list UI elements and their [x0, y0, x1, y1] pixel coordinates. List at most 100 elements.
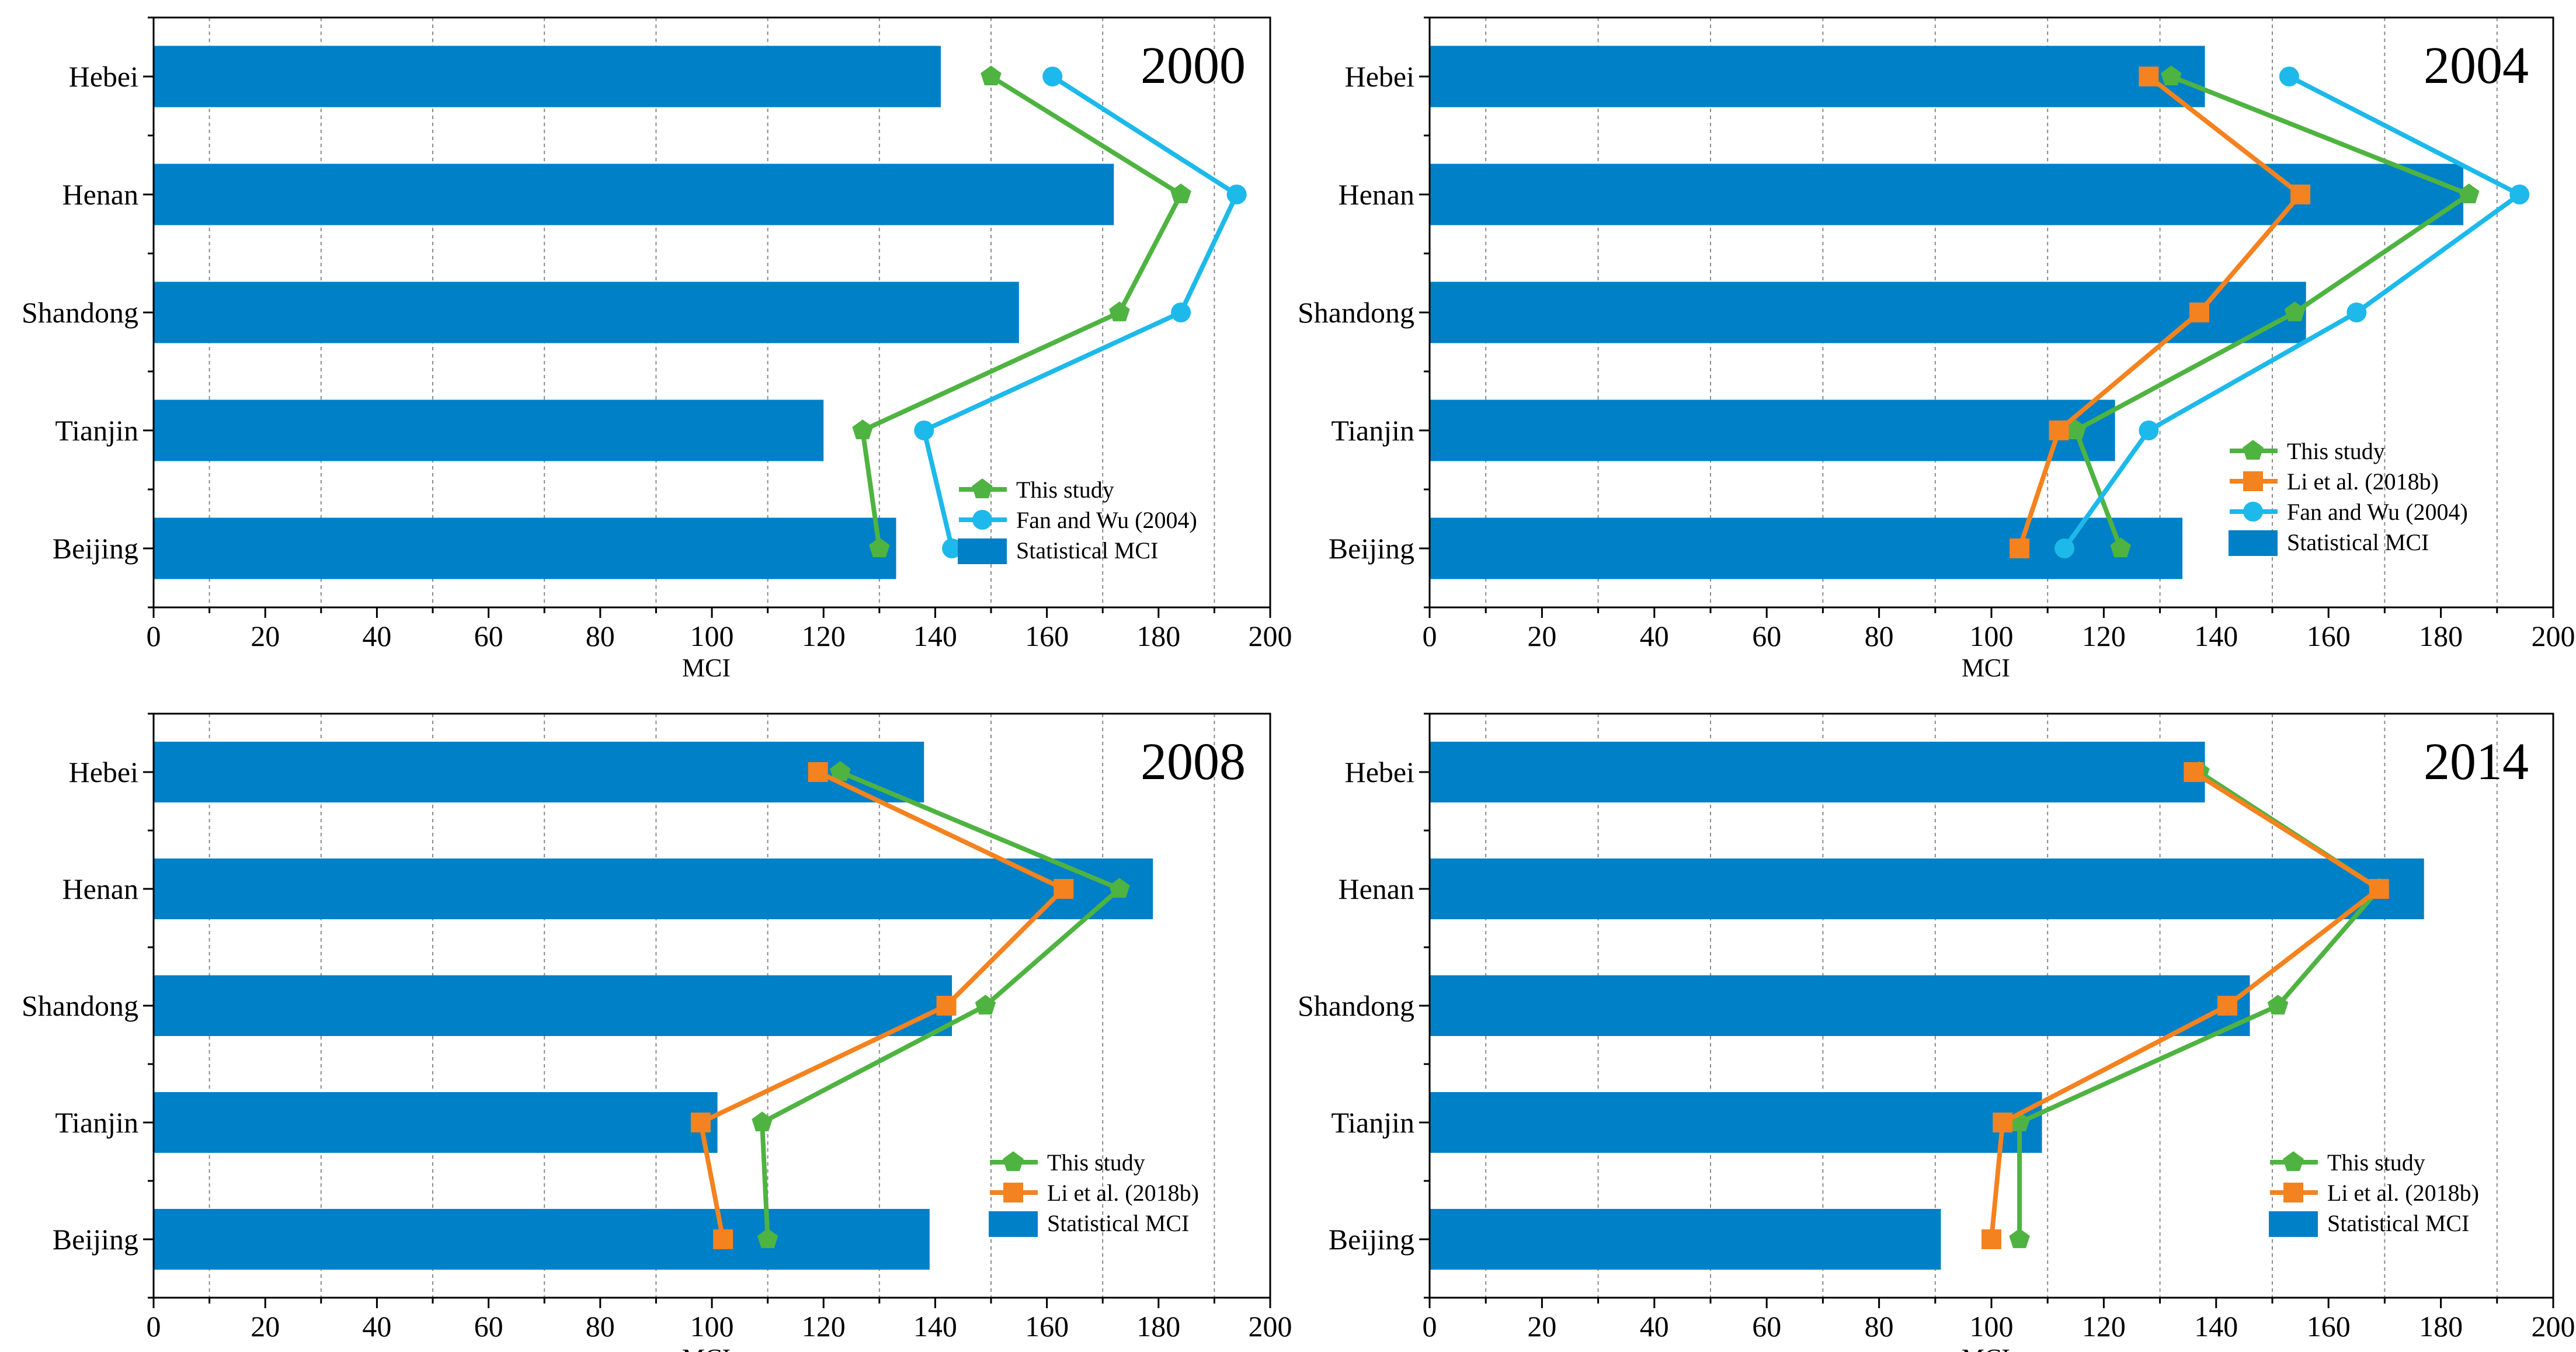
data-point-shandong [936, 996, 957, 1016]
x-tick-label: 100 [690, 620, 734, 652]
x-tick-label: 60 [474, 620, 503, 652]
bar-beijing [154, 517, 896, 579]
x-tick-label: 120 [802, 1310, 846, 1343]
legend-label: Statistical MCI [2287, 529, 2429, 555]
bar-beijing [154, 1209, 930, 1270]
legend-label: Li et al. (2018b) [2327, 1180, 2479, 1206]
data-point-hebei [830, 761, 851, 781]
data-point-beijing [757, 1228, 778, 1249]
line-series-li-et-al-2018b- [690, 762, 1074, 1249]
line-series-this-study [752, 761, 1130, 1249]
legend-label: Fan and Wu (2004) [1016, 507, 1197, 533]
data-point-henan [2458, 183, 2480, 204]
category-label: Shandong [22, 989, 138, 1022]
x-tick-label: 160 [1025, 620, 1069, 652]
category-label: Henan [62, 178, 139, 211]
legend-marker [2243, 440, 2264, 460]
bar-beijing [1430, 1209, 1941, 1270]
category-label: Tianjin [1331, 414, 1414, 447]
x-tick-label: 120 [2082, 1310, 2126, 1343]
bar-hebei [1430, 742, 2205, 802]
data-point-beijing [1981, 1229, 2001, 1249]
data-point-henan [1170, 183, 1191, 204]
data-point-hebei [2279, 67, 2299, 86]
x-tick-label: 80 [1865, 620, 1894, 652]
legend-marker [1003, 1151, 1024, 1172]
data-point-beijing [869, 537, 890, 558]
x-axis-title: MCI [682, 654, 731, 682]
bar-henan [154, 164, 1114, 225]
x-tick-label: 200 [2532, 620, 2575, 652]
x-axis-title: MCI [1962, 654, 2010, 682]
x-axis-title: MCI [682, 1344, 731, 1352]
chart-panel-2004: Hebei Henan Shandong Tianjin Beijing 0 20 40 60 8… [1298, 16, 2575, 682]
data-point-hebei [808, 762, 828, 782]
data-point-henan [1109, 878, 1130, 898]
x-tick-label: 140 [913, 1310, 957, 1343]
category-label: Henan [62, 873, 139, 905]
bar-tianjin [1430, 399, 2115, 461]
x-tick-label: 80 [1865, 1310, 1894, 1343]
panel-year-title: 2000 [1141, 37, 1246, 95]
x-tick-label: 200 [1249, 620, 1292, 652]
data-point-beijing [2009, 1228, 2030, 1249]
legend: This study Li et al. (2018b) Fan and Wu (2… [2229, 438, 2468, 556]
legend: This study Li et al. (2018b) Statistical M… [989, 1149, 1199, 1237]
x-tick-label: 160 [1025, 1310, 1069, 1343]
x-tick-label: 0 [147, 620, 161, 652]
category-label: Tianjin [55, 414, 138, 447]
data-point-tianjin [1993, 1113, 2013, 1132]
category-label: Hebei [69, 756, 138, 788]
bar-series-statistical-mci [1430, 742, 2424, 1270]
data-point-tianjin [2139, 420, 2159, 440]
bar-tianjin [1430, 1092, 2042, 1153]
category-label: Hebei [1345, 60, 1414, 93]
data-point-hebei [1042, 67, 1063, 86]
legend-label: This study [1047, 1149, 1145, 1176]
legend-label: Fan and Wu (2004) [2287, 499, 2468, 525]
x-tick-label: 20 [1527, 1310, 1556, 1343]
bar-shandong [1430, 975, 2250, 1036]
data-point-shandong [1109, 301, 1130, 322]
legend: This study Fan and Wu (2004) Statistical M… [958, 477, 1197, 564]
legend-marker [1003, 1183, 1023, 1202]
x-tick-label: 20 [251, 1310, 280, 1343]
data-point-tianjin [690, 1113, 711, 1132]
data-point-tianjin [852, 419, 873, 440]
line-series-li-et-al-2018b- [2010, 67, 2311, 558]
data-point-tianjin [752, 1111, 773, 1132]
data-point-tianjin [2065, 419, 2087, 440]
x-tick-label: 200 [1249, 1310, 1292, 1343]
category-label: Tianjin [55, 1106, 138, 1139]
legend-label: Li et al. (2018b) [1047, 1180, 1199, 1206]
legend-marker [2243, 471, 2263, 491]
legend-label: Statistical MCI [2327, 1210, 2469, 1236]
category-label: Beijing [1329, 1223, 1414, 1256]
x-tick-label: 80 [586, 620, 615, 652]
legend-label: Statistical MCI [1016, 537, 1158, 564]
data-point-beijing [2110, 537, 2131, 558]
data-point-tianjin [2049, 420, 2069, 440]
category-label: Henan [1339, 873, 1415, 905]
data-point-beijing [713, 1229, 733, 1249]
legend-swatch [958, 538, 1007, 564]
data-point-beijing [942, 538, 962, 558]
x-tick-label: 140 [2194, 620, 2238, 652]
x-tick-label: 180 [2419, 620, 2463, 652]
bar-hebei [154, 742, 924, 802]
x-tick-label: 40 [1640, 620, 1669, 652]
category-label: Henan [1339, 178, 1415, 211]
x-tick-label: 160 [2307, 620, 2351, 652]
legend-label: This study [1016, 477, 1114, 503]
x-tick-label: 0 [1423, 1310, 1437, 1343]
line-series-fan-and-wu-2004- [2054, 67, 2530, 558]
data-point-beijing [2054, 538, 2075, 558]
x-tick-label: 20 [251, 620, 280, 652]
legend-label: This study [2327, 1149, 2425, 1176]
legend-swatch [2269, 1211, 2318, 1237]
bar-hebei [154, 46, 941, 107]
bar-series-statistical-mci [154, 742, 1153, 1270]
data-point-shandong [975, 995, 996, 1015]
legend-label: This study [2287, 438, 2385, 464]
